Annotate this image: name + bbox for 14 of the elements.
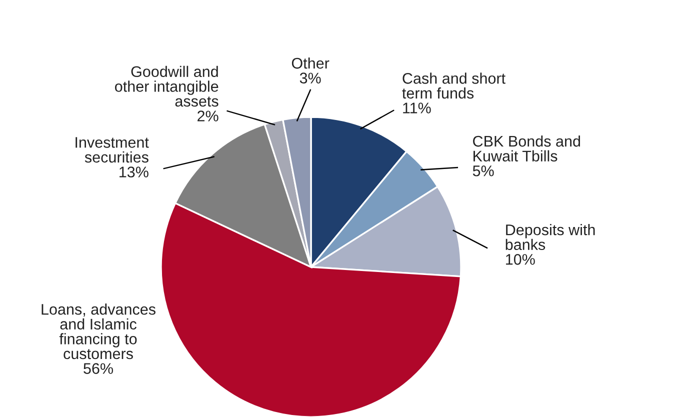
data-label: 5% bbox=[472, 166, 494, 176]
slice-label: Goodwill and other intangible assets bbox=[115, 66, 218, 107]
data-label: 10% bbox=[506, 254, 535, 265]
data-label: 11% bbox=[403, 102, 431, 114]
slice-label: Other bbox=[292, 57, 330, 69]
data-label: 3% bbox=[300, 72, 321, 84]
slice-label: Cash and short term funds bbox=[402, 72, 506, 99]
slice-label: Deposits with banks bbox=[506, 224, 595, 250]
slice-label: Investment securities bbox=[76, 137, 149, 163]
data-label: 56% bbox=[84, 363, 114, 374]
slice-label: Loans, advances and Islamic financing to customers bbox=[42, 304, 156, 360]
data-label: 13% bbox=[120, 166, 148, 178]
slice-label: CBK Bonds and Kuwait Tbills bbox=[473, 135, 580, 162]
data-label: 2% bbox=[198, 110, 218, 122]
